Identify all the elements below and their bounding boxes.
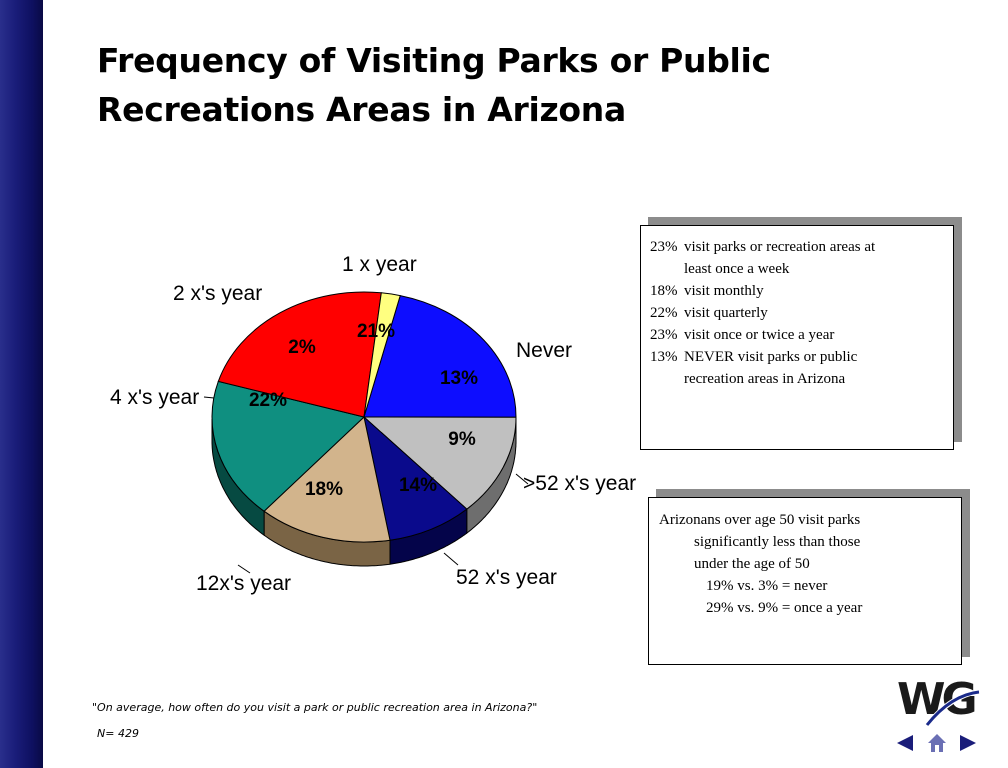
summary-pct: 23% bbox=[650, 239, 678, 255]
summary-text: visit parks or recreation areas at bbox=[684, 239, 876, 255]
slice-label-12x-year: 12x's year bbox=[196, 572, 291, 595]
home-icon[interactable] bbox=[926, 732, 948, 754]
slice-percent: 18% bbox=[305, 479, 343, 500]
page-title: Frequency of Visiting Parks or Public Re… bbox=[97, 41, 771, 129]
age-text: significantly less than those bbox=[694, 534, 861, 550]
pie-slice bbox=[363, 292, 401, 418]
summary-text: visit quarterly bbox=[684, 305, 768, 321]
age-text: under the age of 50 bbox=[694, 556, 810, 572]
summary-text-cont: least once a week bbox=[684, 261, 790, 277]
summary-pct: 23% bbox=[650, 327, 678, 343]
age-stat-once-a-year: 29% vs. 9% = once a year bbox=[706, 600, 863, 616]
sample-size: N= 429 bbox=[97, 727, 139, 740]
summary-text: visit once or twice a year bbox=[684, 327, 835, 343]
slice-percent: 14% bbox=[399, 475, 437, 496]
summary-box: 23% visit parks or recreation areas at l… bbox=[640, 225, 954, 450]
slice-label-1x-year: 1 x year bbox=[342, 253, 417, 276]
survey-question: "On average, how often do you visit a pa… bbox=[92, 701, 538, 714]
age-stat-never: 19% vs. 3% = never bbox=[706, 578, 828, 594]
slice-percent: 22% bbox=[249, 390, 287, 411]
slice-label-52plus-year: >52 x's year bbox=[523, 472, 636, 495]
leader-4x-year bbox=[203, 396, 215, 399]
age-comparison-box: Arizonans over age 50 visit parks signif… bbox=[648, 497, 962, 665]
summary-item: 23% visit once or twice a year bbox=[650, 324, 943, 346]
sidebar-band bbox=[0, 0, 43, 768]
leader-12x-year bbox=[237, 564, 251, 574]
next-slide-button[interactable] bbox=[958, 732, 980, 754]
slice-percent: 13% bbox=[440, 368, 478, 389]
summary-text: NEVER visit parks or public bbox=[684, 349, 858, 365]
summary-item: 18% visit monthly bbox=[650, 280, 943, 302]
summary-text: visit monthly bbox=[684, 283, 764, 299]
age-text: Arizonans over age 50 visit parks bbox=[659, 512, 861, 528]
slice-percent: 21% bbox=[357, 321, 395, 342]
slice-label-4x-year: 4 x's year bbox=[110, 386, 199, 409]
pie-slice bbox=[211, 380, 366, 512]
pie-slice bbox=[363, 415, 468, 541]
summary-pct: 22% bbox=[650, 305, 678, 321]
pie-slice bbox=[263, 416, 391, 543]
slice-percent: 9% bbox=[448, 429, 476, 450]
pie-slice bbox=[217, 291, 382, 418]
summary-pct: 18% bbox=[650, 283, 678, 299]
prev-slide-button[interactable] bbox=[893, 732, 915, 754]
summary-item: 23% visit parks or recreation areas at bbox=[650, 236, 943, 258]
leader-52x-year bbox=[443, 552, 459, 566]
pie-slice bbox=[362, 416, 517, 510]
wg-logo: WG bbox=[897, 674, 980, 726]
pie-slice bbox=[363, 295, 517, 418]
slice-label-never: Never bbox=[516, 339, 572, 362]
summary-item: 13% NEVER visit parks or public bbox=[650, 346, 943, 368]
summary-text-cont: recreation areas in Arizona bbox=[684, 371, 846, 387]
summary-item: 22% visit quarterly bbox=[650, 302, 943, 324]
summary-pct: 13% bbox=[650, 349, 678, 365]
slice-percent: 2% bbox=[288, 337, 316, 358]
leader-52-plus bbox=[515, 473, 529, 485]
slice-label-52x-year: 52 x's year bbox=[456, 566, 557, 589]
slice-label-2x-year: 2 x's year bbox=[173, 282, 262, 305]
